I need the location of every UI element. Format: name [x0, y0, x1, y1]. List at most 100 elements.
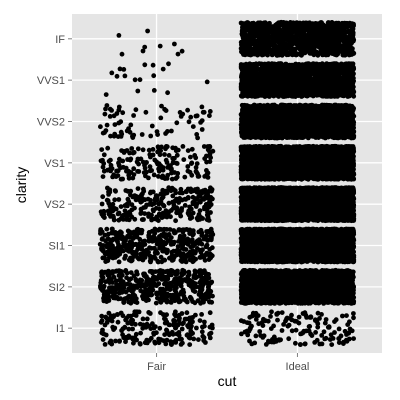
data-point: [109, 318, 115, 324]
data-point: [207, 109, 213, 114]
data-point: [112, 325, 118, 331]
data-point: [155, 258, 161, 264]
data-point: [196, 194, 202, 200]
data-point: [189, 146, 195, 152]
data-point: [144, 277, 150, 283]
data-point: [282, 284, 287, 290]
data-point: [130, 150, 136, 156]
data-point: [169, 329, 175, 335]
data-point: [109, 341, 115, 347]
data-point: [188, 315, 194, 321]
data-point: [325, 324, 331, 330]
data-point: [164, 214, 170, 220]
data-point: [158, 254, 164, 260]
data-point: [151, 88, 157, 93]
data-point: [131, 273, 137, 279]
data-point: [125, 157, 130, 162]
data-point: [123, 334, 129, 340]
data-point: [99, 147, 105, 153]
data-point: [351, 311, 356, 316]
data-point: [115, 244, 121, 250]
data-point: [322, 320, 328, 326]
data-point: [193, 165, 199, 170]
data-point: [344, 287, 350, 293]
data-point: [131, 229, 137, 235]
data-point: [198, 293, 204, 299]
data-point: [123, 268, 129, 273]
data-point: [186, 211, 191, 217]
data-point: [300, 311, 306, 316]
data-point: [140, 48, 146, 54]
data-point: [174, 210, 180, 216]
data-point: [102, 215, 107, 221]
data-point: [268, 314, 273, 319]
data-point: [142, 242, 148, 247]
data-point: [179, 289, 184, 295]
data-point: [101, 208, 107, 214]
data-point: [177, 233, 183, 239]
data-point: [165, 247, 170, 253]
data-point: [194, 246, 200, 251]
data-point: [121, 299, 127, 304]
data-point: [338, 285, 343, 290]
data-point: [325, 299, 331, 305]
data-point: [127, 229, 133, 235]
data-point: [118, 129, 124, 135]
data-point: [195, 240, 200, 246]
data-point: [188, 189, 194, 195]
data-point: [199, 329, 205, 335]
data-point: [179, 259, 185, 264]
data-point: [186, 335, 192, 340]
data-point: [238, 271, 244, 277]
data-point: [275, 317, 280, 323]
data-point: [207, 292, 213, 298]
data-point: [112, 188, 118, 194]
data-point: [106, 208, 112, 214]
data-point: [196, 337, 201, 342]
data-point: [269, 309, 274, 315]
data-point: [124, 275, 129, 281]
data-point: [300, 330, 306, 335]
data-point: [266, 300, 272, 306]
data-point: [307, 284, 313, 290]
data-point: [274, 280, 279, 285]
data-point: [342, 328, 348, 334]
data-point: [304, 298, 309, 304]
data-point: [158, 242, 164, 248]
data-point: [181, 293, 187, 299]
data-point: [279, 328, 285, 333]
data-point: [185, 274, 191, 279]
data-point: [347, 283, 353, 288]
data-point: [126, 168, 131, 174]
data-point: [168, 299, 174, 305]
data-point: [148, 335, 154, 341]
data-point: [291, 292, 297, 297]
data-point: [207, 113, 212, 119]
data-point: [330, 336, 336, 341]
data-point: [207, 310, 213, 316]
data-point: [167, 322, 172, 328]
data-point: [207, 299, 212, 304]
data-point: [175, 278, 181, 284]
data-point: [315, 288, 321, 293]
data-point: [178, 186, 184, 192]
data-point: [172, 298, 178, 304]
data-point: [208, 210, 213, 215]
data-point: [176, 252, 182, 257]
data-point: [146, 234, 152, 240]
data-point: [127, 282, 133, 287]
data-point: [163, 157, 169, 163]
data-point: [169, 167, 174, 173]
data-point: [112, 206, 117, 211]
data-point: [190, 194, 196, 200]
data-point: [267, 279, 273, 285]
data-point: [254, 297, 260, 303]
data-point: [158, 270, 164, 276]
data-point: [205, 229, 211, 234]
data-point: [279, 310, 285, 315]
data-point: [103, 279, 109, 285]
data-point: [100, 255, 106, 261]
data-point: [101, 283, 107, 289]
data-point: [167, 227, 173, 232]
data-point: [134, 269, 140, 275]
